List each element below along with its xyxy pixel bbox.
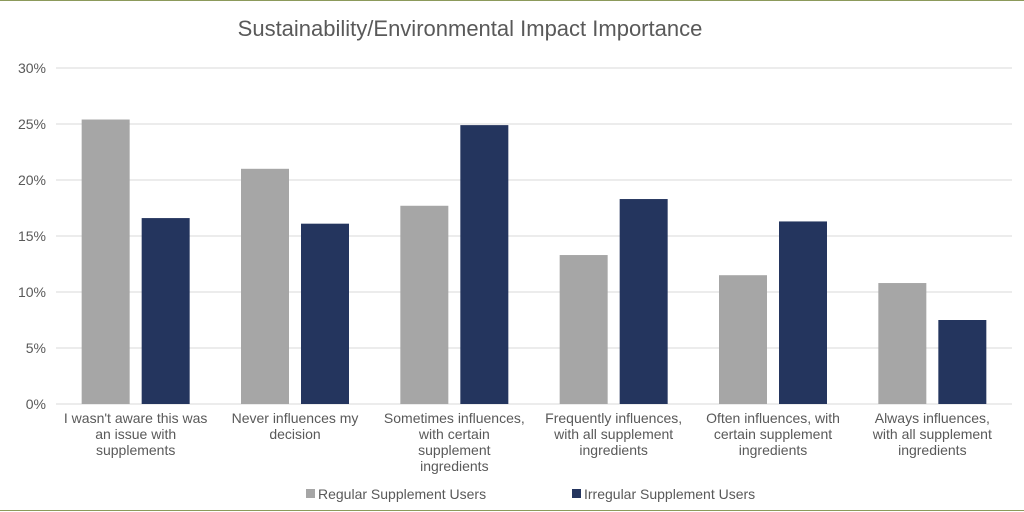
category-label: Frequently influences, with all supplemen… — [545, 410, 682, 458]
gridlines — [56, 67, 1012, 405]
y-tick-label: 20% — [18, 172, 46, 188]
y-tick-label: 0% — [26, 396, 46, 412]
category-label: Always influences, with all supplement ing… — [872, 410, 992, 458]
legend-swatch — [306, 489, 315, 498]
bar-regular — [559, 255, 608, 404]
y-tick-label: 30% — [18, 60, 46, 76]
bar-irregular — [301, 223, 349, 404]
y-tick-label: 15% — [18, 228, 46, 244]
bars — [81, 119, 987, 405]
legend: Regular Supplement Users Irregular Supple… — [306, 486, 755, 502]
legend-label: Irregular Supplement Users — [584, 486, 755, 502]
bar-regular — [400, 205, 449, 404]
chart-title: Sustainability/Environmental Impact Impo… — [238, 16, 703, 41]
bar-irregular — [141, 218, 190, 404]
legend-label: Regular Supplement Users — [318, 486, 486, 502]
y-axis-ticks: 0% 5% 10% 15% 20% 25% 30% — [18, 60, 46, 412]
y-tick-label: 5% — [26, 340, 46, 356]
category-label: I wasn't aware this was an issue with supp… — [64, 410, 208, 458]
bar-irregular — [938, 320, 987, 404]
bar-regular — [878, 283, 927, 404]
bar-regular — [81, 119, 130, 405]
bar-irregular — [619, 199, 668, 404]
bar-regular — [719, 275, 767, 404]
y-tick-label: 10% — [18, 284, 46, 300]
bar-regular — [241, 168, 289, 404]
y-tick-label: 25% — [18, 116, 46, 132]
x-axis-categories: I wasn't aware this was an issue with supp… — [64, 410, 992, 474]
category-label: Never influences my decision — [232, 410, 359, 442]
bar-irregular — [779, 221, 827, 404]
legend-swatch — [572, 489, 581, 498]
category-label: Sometimes influences, with certain supplem… — [384, 410, 525, 474]
bar-irregular — [460, 125, 509, 405]
category-label: Often influences, with certain supplement… — [706, 410, 840, 458]
